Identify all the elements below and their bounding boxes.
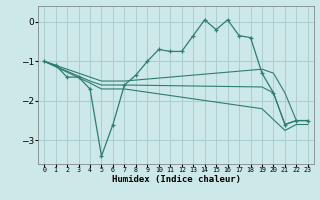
X-axis label: Humidex (Indice chaleur): Humidex (Indice chaleur): [111, 175, 241, 184]
